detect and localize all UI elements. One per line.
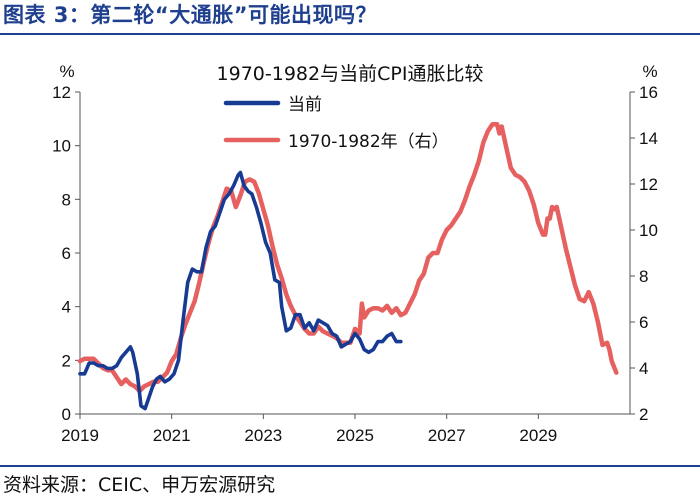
legend-label-historical: 1970-1982年（右） [288,132,449,152]
figure-title: 图表 3：第二轮“大通胀”可能出现吗？ [3,3,378,27]
legend-label-current: 当前 [288,95,322,115]
x-tick-label: 2019 [61,426,99,445]
left-tick-label: 2 [62,351,71,370]
source-rule [0,465,700,467]
right-tick-label: 14 [639,129,658,148]
x-tick-label: 2021 [153,426,191,445]
right-tick-label: 12 [639,175,658,194]
x-tick-label: 2027 [428,426,466,445]
x-tick-label: 2025 [336,426,374,445]
right-axis-unit: % [642,62,657,81]
left-tick-label: 8 [62,190,71,209]
left-tick-label: 10 [52,137,71,156]
x-tick-label: 2029 [519,426,557,445]
right-tick-label: 4 [639,359,648,378]
right-tick-label: 10 [639,221,658,240]
right-tick-label: 6 [639,313,648,332]
title-rule [0,33,700,35]
chart-title: 1970-1982与当前CPI通胀比较 [217,63,484,85]
series-line-current [78,170,403,411]
axes: 0 2 4 6 8 10 12 2 4 6 8 10 12 14 16 2019 2021 2023 2025 202… [52,83,658,445]
right-tick-label: 2 [639,405,648,424]
right-tick-label: 8 [639,267,648,286]
right-tick-label: 16 [639,83,658,102]
legend: 当前 1970-1982年（右） [223,95,449,152]
series-layer [77,121,619,411]
left-tick-label: 4 [62,298,71,317]
left-tick-label: 12 [52,83,71,102]
series-line-historical [77,121,619,394]
left-axis-unit: % [59,62,74,81]
cpi-comparison-chart: 1970-1982与当前CPI通胀比较 % % 0 2 4 6 8 10 12 2 4 6 8 10 1… [52,62,658,445]
source-note: 资料来源：CEIC、申万宏源研究 [3,474,276,496]
x-tick-label: 2023 [244,426,282,445]
left-tick-label: 6 [62,244,71,263]
left-tick-label: 0 [62,405,71,424]
